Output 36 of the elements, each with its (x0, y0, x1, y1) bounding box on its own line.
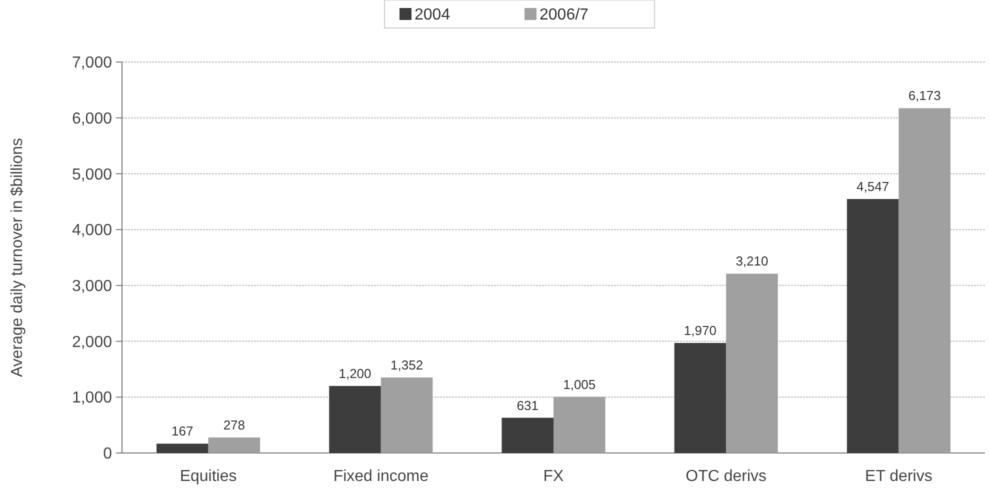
legend-label: 2006/7 (540, 6, 589, 24)
data-label: 1,005 (563, 376, 596, 392)
y-tick-label: 6,000 (72, 110, 112, 128)
data-label: 1,352 (390, 357, 424, 372)
data-label: 1,970 (684, 322, 716, 338)
y-tick-label: 1,000 (72, 390, 112, 407)
y-tick-label: 7,000 (72, 54, 112, 72)
legend-label: 2004 (414, 6, 450, 24)
data-label: 278 (223, 417, 246, 432)
data-label: 4,547 (856, 179, 890, 194)
bar (726, 274, 778, 453)
bar (674, 342, 726, 453)
bar (156, 444, 208, 453)
y-tick-label: 2,000 (72, 334, 112, 351)
bar (898, 108, 950, 453)
y-tick-label: 3,000 (72, 278, 112, 296)
data-label: 1,200 (338, 366, 372, 381)
bar (502, 418, 554, 453)
x-tick-label: Equities (180, 468, 237, 485)
y-tick-label: 4,000 (72, 222, 112, 240)
bar (329, 386, 381, 453)
x-tick-label: FX (543, 468, 564, 485)
data-label: 3,210 (736, 254, 768, 269)
data-label: 6,173 (908, 88, 941, 104)
data-label: 167 (172, 424, 194, 439)
x-tick-label: Fixed income (333, 468, 429, 485)
y-tick-label: 5,000 (72, 166, 112, 184)
bar (846, 199, 899, 453)
y-tick-label: 0 (103, 446, 112, 463)
y-axis-title: Average daily turnover in $billions (9, 138, 26, 377)
x-tick-label: OTC derivs (686, 468, 767, 485)
data-label: 631 (516, 398, 538, 413)
bar (208, 437, 260, 453)
x-tick-label: ET derivs (865, 468, 932, 485)
bar (380, 377, 433, 453)
bar (554, 396, 606, 453)
